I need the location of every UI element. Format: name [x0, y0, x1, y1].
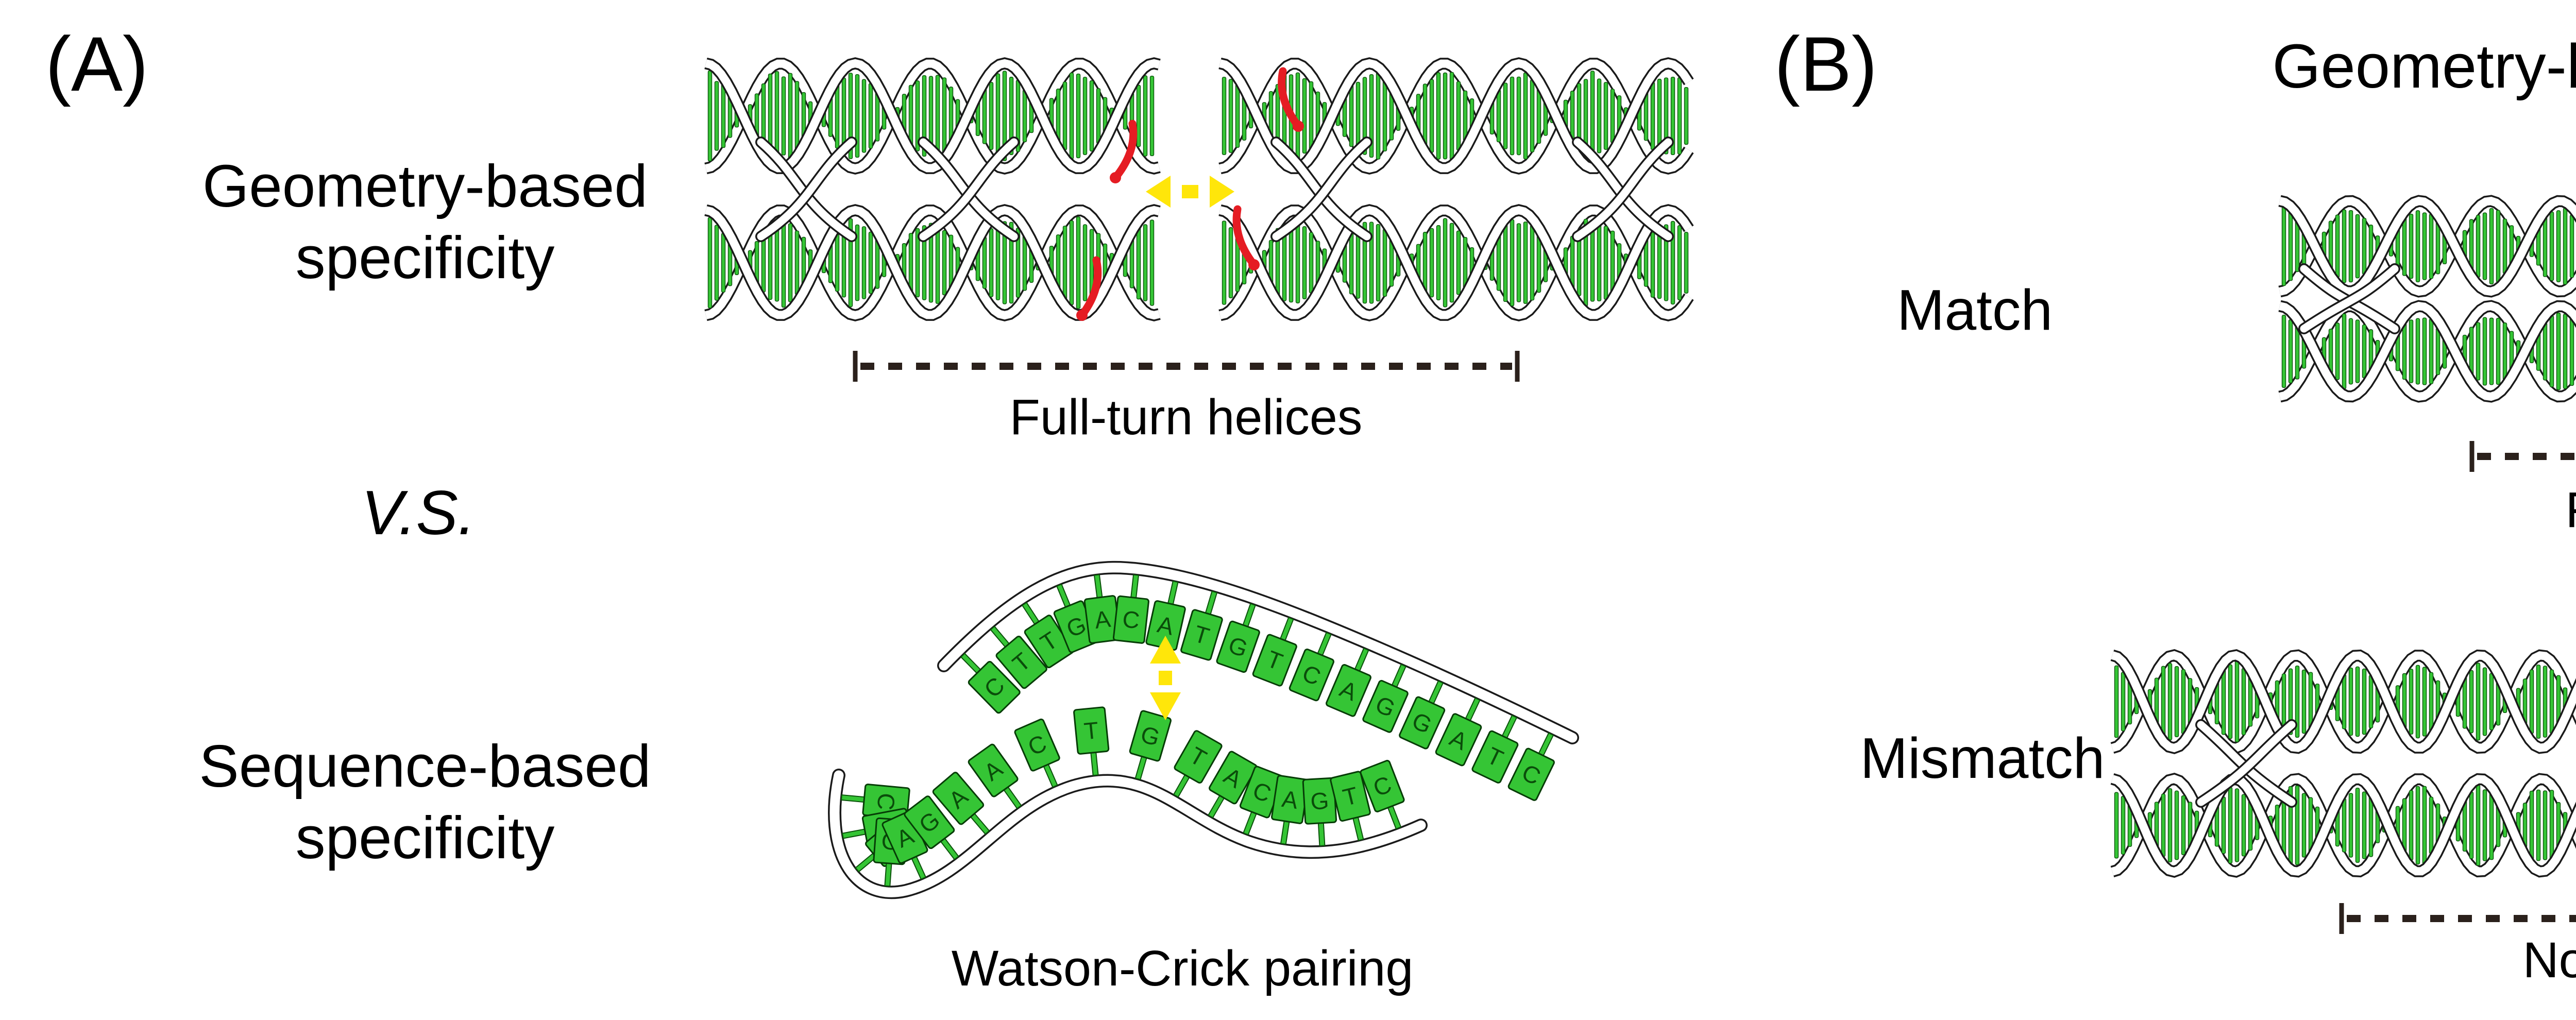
base-flag: G — [1129, 710, 1172, 780]
base-flag: T — [1180, 590, 1223, 661]
full-turn-helices-label: Full-turn helices — [1009, 389, 1363, 445]
base-flag: T — [990, 625, 1047, 689]
base-letter: C — [1121, 605, 1141, 634]
mismatch-label: Mismatch — [1860, 726, 2105, 790]
dna-duplex-pair-left — [704, 57, 1161, 321]
non-full-turns-label: Non-full turns — [2522, 932, 2576, 988]
base-flag: A — [932, 772, 990, 835]
panel-a-geometry-title: Geometry-based specificity — [202, 150, 648, 294]
base-flag: G — [1302, 777, 1337, 846]
hybridization-arrow — [1150, 636, 1181, 720]
base-flag: T — [1173, 730, 1223, 798]
mismatch-duplex — [2110, 649, 2576, 878]
base-flag: A — [1271, 775, 1309, 845]
full-turns-bracket — [2469, 441, 2576, 472]
ssdna-bottom-strand: CTGGAGAACTGTACAGTC — [828, 706, 1428, 899]
panel-a-sequence-title-line2: specificity — [295, 804, 555, 872]
base-flag: A — [1083, 574, 1121, 644]
base-flag: C — [960, 653, 1021, 714]
base-flag: A — [968, 743, 1022, 809]
base-flag: A — [1435, 697, 1482, 767]
base-flag: A — [1326, 648, 1371, 717]
base-flag: C — [1289, 632, 1334, 702]
base-flag: G — [1362, 664, 1409, 733]
panel-a-sequence-title: Sequence-based specificity — [199, 730, 651, 874]
base-flag: C — [1014, 718, 1060, 788]
base-flag: T — [1471, 715, 1519, 784]
sticky-end-arrows-a — [1076, 67, 1304, 321]
watson-crick-pairing-label: Watson-Crick pairing — [951, 940, 1414, 996]
base-flag: T — [1330, 771, 1371, 841]
panel-a-geometry-title-line1: Geometry-based — [202, 152, 648, 219]
base-flag: G — [1399, 680, 1446, 750]
base-flag: T — [1021, 602, 1074, 669]
base-flag: A — [1208, 751, 1258, 819]
panel-b-title: Geometry-based specificity — [2272, 31, 2576, 101]
base-pair-bars — [707, 216, 1155, 309]
base-letter: G — [1310, 787, 1330, 815]
panel-b-tag: (B) — [1774, 21, 1877, 107]
panel-a-tag: (A) — [45, 21, 148, 107]
base-letter: A — [1093, 605, 1112, 634]
base-letter: C — [872, 792, 901, 811]
match-label: Match — [1896, 278, 2053, 342]
versus-label: V.S. — [361, 478, 476, 548]
panel-a-geometry-title-line2: specificity — [295, 224, 555, 292]
match-duplex — [2278, 195, 2576, 403]
non-full-turns-bracket — [2339, 903, 2576, 934]
base-flag: T — [1073, 706, 1110, 776]
shear-join-arrow — [1146, 176, 1234, 208]
base-flag: A — [1145, 580, 1186, 651]
base-flag: G — [1216, 603, 1260, 673]
base-flag: G — [904, 795, 959, 860]
base-flag: T — [1252, 617, 1297, 687]
base-flag: C — [1507, 732, 1555, 801]
base-flag: A — [882, 810, 928, 880]
dna-duplex-pair-right — [1218, 57, 1694, 321]
base-flag: C — [1360, 760, 1405, 830]
panel-a-sequence-title-line1: Sequence-based — [199, 733, 651, 800]
full-turn-bracket — [853, 351, 1520, 382]
base-flag: C — [1112, 574, 1149, 644]
base-letter: T — [1083, 717, 1100, 744]
base-pair-bars — [2281, 312, 2574, 390]
full-turns-label: Full turns — [2566, 480, 2576, 540]
